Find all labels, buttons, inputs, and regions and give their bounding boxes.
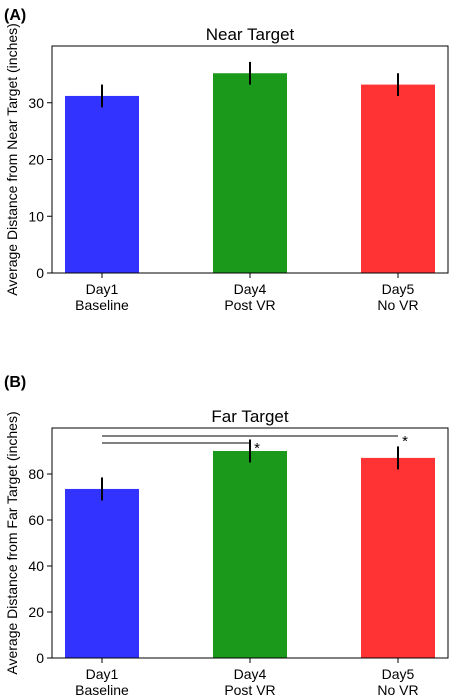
- y-tick-label: 20: [28, 152, 44, 168]
- x-tick-sublabel: Baseline: [75, 297, 129, 313]
- x-tick-label: Day1: [86, 281, 119, 297]
- x-tick-sublabel: No VR: [377, 297, 418, 313]
- bar: [213, 451, 287, 658]
- bar: [361, 457, 435, 658]
- chart-title: Far Target: [211, 407, 288, 426]
- x-tick-sublabel: Baseline: [75, 682, 129, 697]
- bar: [65, 488, 139, 658]
- x-tick-sublabel: Post VR: [224, 682, 275, 697]
- x-tick-label: Day1: [86, 666, 119, 682]
- x-tick-label: Day4: [234, 666, 267, 682]
- chart-title: Near Target: [206, 25, 295, 44]
- x-tick-sublabel: Post VR: [224, 297, 275, 313]
- x-tick-label: Day5: [382, 666, 415, 682]
- panel-label: (B): [4, 374, 26, 391]
- significance-marker: *: [402, 433, 408, 450]
- y-tick-label: 80: [28, 466, 44, 482]
- y-tick-label: 20: [28, 604, 44, 620]
- y-tick-label: 30: [28, 95, 44, 111]
- y-tick-label: 0: [36, 650, 44, 666]
- y-tick-label: 40: [28, 558, 44, 574]
- y-axis-label: Average Distance from Near Target (inche…: [4, 23, 20, 296]
- x-tick-label: Day4: [234, 281, 267, 297]
- chart-panel-2: (B) Far Target Average Distance from Far T…: [4, 374, 449, 697]
- panel-label: (A): [4, 7, 26, 24]
- y-tick-label: 10: [28, 208, 44, 224]
- chart-panel-1: (A) Near Target Average Distance from Near…: [4, 7, 449, 313]
- y-axis-label: Average Distance from Far Target (inches…: [4, 411, 20, 674]
- bar: [213, 73, 287, 274]
- y-tick-label: 0: [36, 265, 44, 281]
- bar: [361, 84, 435, 273]
- y-tick-label: 60: [28, 512, 44, 528]
- significance-marker: *: [254, 440, 260, 457]
- bar: [65, 95, 139, 273]
- x-tick-label: Day5: [382, 281, 415, 297]
- x-tick-sublabel: No VR: [377, 682, 418, 697]
